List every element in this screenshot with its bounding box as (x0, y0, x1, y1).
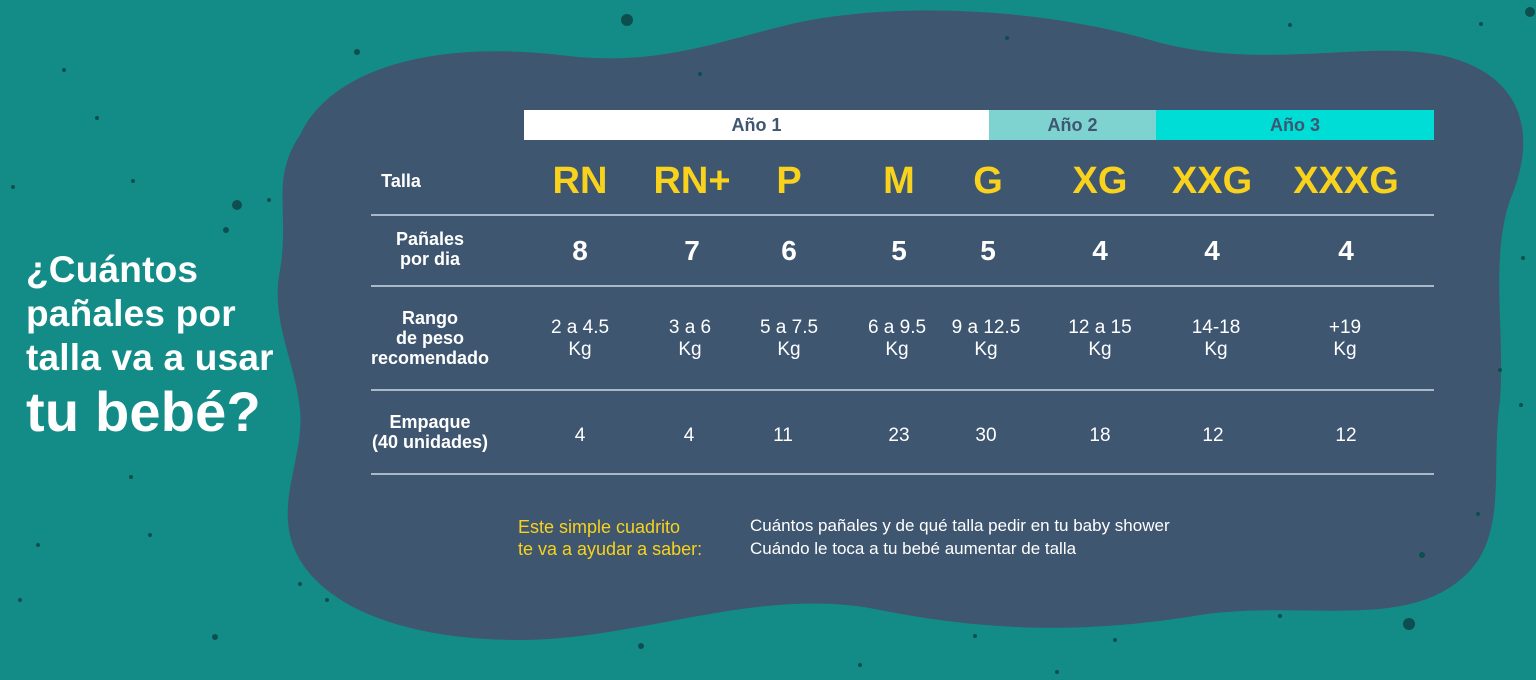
row-label-rango-1: Rango (402, 308, 458, 328)
headline-line-2: pañales por (26, 293, 236, 334)
panales-p: 6 (781, 235, 797, 266)
headline: ¿Cuántos pañales por talla va a usar tu … (26, 248, 316, 442)
rango-xxxg-value: +19 (1328, 317, 1362, 338)
table-divider (371, 214, 1434, 216)
rango-rn-plus-value: 3 a 6 (668, 317, 712, 338)
footer-intro: Este simple cuadrito te va a ayudar a sa… (518, 516, 702, 560)
rango-p-value: 5 a 7.5 (759, 317, 819, 338)
footer-point-1: Cuántos pañales y de qué talla pedir en … (750, 516, 1170, 535)
row-label-empaque-2: (40 unidades) (371, 432, 489, 452)
panales-m: 5 (891, 235, 907, 266)
row-label-rango: Rango de peso recomendado (355, 308, 505, 368)
row-label-rango-2: de peso (395, 328, 465, 348)
rango-xxg-value: 14-18 (1191, 317, 1241, 338)
empaque-xxxg: 12 (1335, 425, 1357, 446)
size-m: M (883, 160, 915, 202)
panales-rn: 8 (572, 235, 588, 266)
row-label-panales: Pañales por dia (365, 229, 495, 269)
rango-unit: Kg (1333, 339, 1357, 360)
year-2-bar: Año 2 (989, 110, 1156, 140)
footer-intro-line-1: Este simple cuadrito (518, 517, 681, 537)
headline-line-3: talla va a usar (26, 337, 274, 378)
year-1-bar: Año 1 (524, 110, 989, 140)
rango-unit: Kg (1204, 339, 1228, 360)
rango-rn-value: 2 a 4.5 (550, 317, 610, 338)
empaque-xg: 18 (1089, 425, 1111, 446)
headline-line-1: ¿Cuántos (26, 249, 199, 290)
empaque-rn: 4 (574, 425, 586, 446)
panales-rn-plus: 7 (684, 235, 700, 266)
rango-xg: 12 a 15 Kg (1068, 317, 1131, 361)
rango-unit: Kg (568, 339, 592, 360)
table-divider (371, 473, 1434, 475)
size-xg: XG (1072, 160, 1128, 202)
rango-unit: Kg (974, 339, 998, 360)
row-label-panales-2: por dia (399, 249, 460, 269)
rango-unit: Kg (1088, 339, 1112, 360)
table-divider (371, 285, 1434, 287)
rango-xg-value: 12 a 15 (1068, 317, 1132, 338)
rango-rn: 2 a 4.5 Kg (551, 317, 609, 361)
panales-g: 5 (980, 235, 996, 266)
row-label-panales-1: Pañales (395, 229, 465, 249)
row-label-talla: Talla (381, 171, 421, 191)
empaque-g: 30 (975, 425, 997, 446)
rango-xxg: 14-18 Kg (1192, 317, 1241, 361)
rango-unit: Kg (678, 339, 702, 360)
footer-points: Cuántos pañales y de qué talla pedir en … (750, 514, 1170, 560)
row-label-empaque-1: Empaque (389, 412, 471, 432)
size-xxg: XXG (1171, 160, 1253, 202)
rango-g: 9 a 12.5 Kg (952, 317, 1021, 361)
size-rn-plus: RN+ (653, 160, 731, 202)
footer-point-2: Cuándo le toca a tu bebé aumentar de tal… (750, 539, 1077, 558)
size-p: P (776, 160, 802, 202)
rango-m-value: 6 a 9.5 (867, 317, 927, 338)
rango-g-value: 9 a 12.5 (951, 317, 1021, 338)
empaque-m: 23 (888, 425, 910, 446)
panales-xg: 4 (1092, 235, 1108, 266)
empaque-xxg: 12 (1202, 425, 1224, 446)
size-rn: RN (552, 160, 608, 202)
rango-unit: Kg (777, 339, 801, 360)
size-xxxg: XXXG (1293, 160, 1399, 202)
size-g: G (973, 160, 1003, 202)
panales-xxg: 4 (1204, 235, 1220, 266)
rango-rn-plus: 3 a 6 Kg (669, 317, 711, 361)
row-label-rango-3: recomendado (370, 348, 490, 368)
row-label-empaque: Empaque (40 unidades) (355, 412, 505, 452)
rango-unit: Kg (885, 339, 909, 360)
speckles (11, 7, 1535, 674)
footer-intro-line-2: te va a ayudar a saber: (518, 539, 703, 559)
rango-m: 6 a 9.5 Kg (868, 317, 926, 361)
empaque-p: 11 (773, 425, 793, 446)
headline-line-4: tu bebé? (26, 380, 261, 443)
rango-xxxg: +19 Kg (1329, 317, 1361, 361)
blob-shape (277, 10, 1524, 640)
year-3-bar: Año 3 (1156, 110, 1434, 140)
panales-xxxg: 4 (1338, 235, 1354, 266)
rango-p: 5 a 7.5 Kg (760, 317, 818, 361)
table-divider (371, 389, 1434, 391)
empaque-rn-plus: 4 (683, 425, 695, 446)
